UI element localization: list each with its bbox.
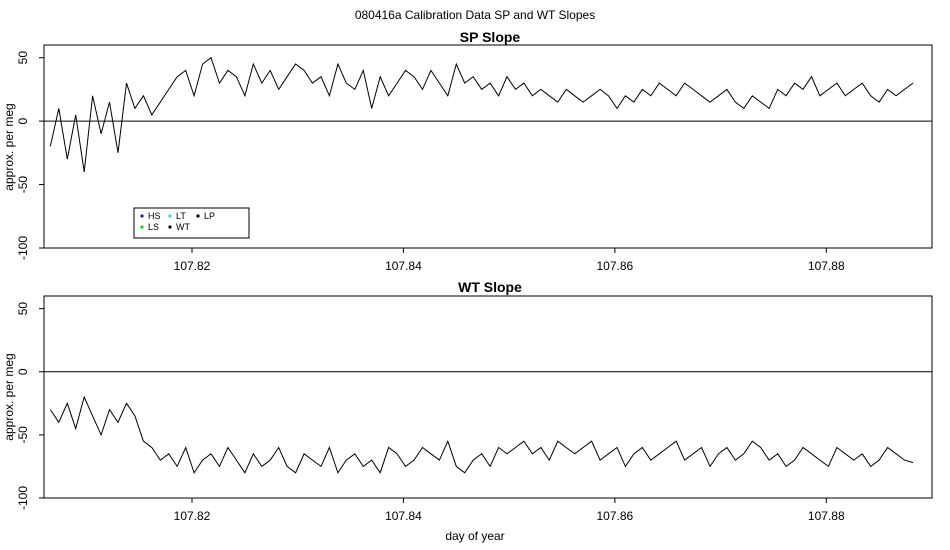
wt-x-tick-label: 107.84 <box>385 509 422 523</box>
x-axis-label: day of year <box>445 529 504 543</box>
wt-y-tick-label: -50 <box>16 426 30 444</box>
legend-box <box>133 207 250 239</box>
legend-label-ls: LS <box>148 222 159 232</box>
sp-y-axis-label: approx. per meg <box>2 103 16 190</box>
sp-slope-panel: SP Slope approx. per meg -100 -50 0 50 107.8… <box>2 29 933 273</box>
wt-y-tick-label: 50 <box>16 302 30 316</box>
wt-x-tick-label: 107.86 <box>597 509 634 523</box>
wt-series-wt-line <box>49 395 914 474</box>
legend-marker-wt <box>168 225 172 229</box>
sp-slope-title: SP Slope <box>460 29 521 45</box>
wt-slope-panel: WT Slope approx. per meg day of year -10… <box>2 279 933 543</box>
sp-y-tick-label: -100 <box>16 236 30 260</box>
legend-marker-lt <box>168 214 172 218</box>
wt-y-tick-label: -100 <box>16 486 30 510</box>
legend-marker-lp <box>196 214 200 218</box>
wt-x-tick-label: 107.88 <box>808 509 845 523</box>
sp-y-tick-label: 50 <box>16 51 30 65</box>
sp-plot-frame <box>43 44 933 249</box>
wt-slope-title: WT Slope <box>458 279 522 295</box>
legend-label-hs: HS <box>148 211 161 221</box>
sp-x-tick-label: 107.84 <box>385 259 422 273</box>
sp-y-tick-label: -50 <box>16 176 30 194</box>
legend-marker-ls <box>140 225 144 229</box>
sp-series-wt-line <box>49 56 914 172</box>
legend-label-lt: LT <box>176 211 186 221</box>
sp-y-tick-label: 0 <box>16 117 30 124</box>
sp-x-tick-label: 107.82 <box>174 259 211 273</box>
legend-label-lp: LP <box>204 211 215 221</box>
sp-x-tick-label: 107.86 <box>597 259 634 273</box>
wt-y-tick-label: 0 <box>16 368 30 375</box>
wt-x-tick-label: 107.82 <box>174 509 211 523</box>
figure-title: 080416a Calibration Data SP and WT Slope… <box>355 8 595 22</box>
legend-label-wt: WT <box>176 222 190 232</box>
legend-marker-hs <box>140 214 144 218</box>
sp-x-tick-label: 107.88 <box>808 259 845 273</box>
wt-y-axis-label: approx. per meg <box>2 353 16 440</box>
wt-plot-frame <box>43 295 933 499</box>
